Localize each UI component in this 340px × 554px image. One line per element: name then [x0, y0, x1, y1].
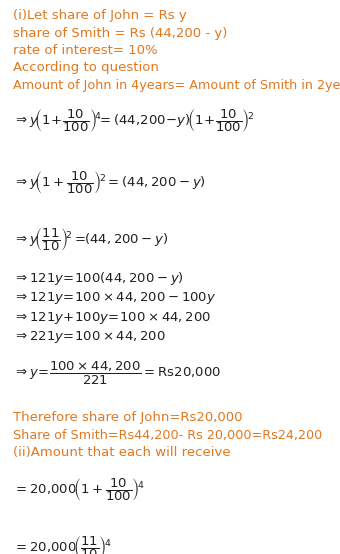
Text: $= 20{,}000\!\left(1+\dfrac{10}{100}\right)^{\!4}$: $= 20{,}000\!\left(1+\dfrac{10}{100}\rig…	[13, 476, 145, 504]
Text: $\Rightarrow 221y\!=\!100\times 44,200$: $\Rightarrow 221y\!=\!100\times 44,200$	[13, 330, 166, 345]
Text: rate of interest= 10%: rate of interest= 10%	[13, 44, 158, 57]
Text: Amount of John in 4years= Amount of Smith in 2years: Amount of John in 4years= Amount of Smit…	[13, 79, 340, 92]
Text: share of Smith = Rs (44,200 - y): share of Smith = Rs (44,200 - y)	[13, 27, 227, 39]
Text: $\Rightarrow 121y\!+\!100y\!=\!100\times 44,200$: $\Rightarrow 121y\!+\!100y\!=\!100\times…	[13, 310, 211, 326]
Text: (ii)Amount that each will receive: (ii)Amount that each will receive	[13, 447, 231, 459]
Text: Therefore share of John=Rs20,000: Therefore share of John=Rs20,000	[13, 412, 242, 424]
Text: $\Rightarrow y\!=\!\dfrac{100\times 44,200}{221} = \mathrm{Rs}20{,}000$: $\Rightarrow y\!=\!\dfrac{100\times 44,2…	[13, 360, 221, 387]
Text: $\Rightarrow y\!\left(\dfrac{11}{10}\right)^{\!2} =\!\!(44,200-y)$: $\Rightarrow y\!\left(\dfrac{11}{10}\rig…	[13, 226, 168, 253]
Text: $= 20{,}000\!\left(\dfrac{11}{10}\right)^{\!4}$: $= 20{,}000\!\left(\dfrac{11}{10}\right)…	[13, 535, 112, 554]
Text: Share of Smith=Rs44,200- Rs 20,000=Rs24,200: Share of Smith=Rs44,200- Rs 20,000=Rs24,…	[13, 429, 322, 442]
Text: (i)Let share of John = Rs y: (i)Let share of John = Rs y	[13, 9, 187, 22]
Text: According to question: According to question	[13, 61, 159, 74]
Text: $\Rightarrow y\!\left(1+\dfrac{10}{100}\right)^{\!2} = (44,200-y)$: $\Rightarrow y\!\left(1+\dfrac{10}{100}\…	[13, 169, 206, 196]
Text: $\Rightarrow 121y\!=\!100(44,200-y)$: $\Rightarrow 121y\!=\!100(44,200-y)$	[13, 270, 184, 287]
Text: $\Rightarrow 121y\!=\!100\times 44,200-100y$: $\Rightarrow 121y\!=\!100\times 44,200-1…	[13, 290, 216, 306]
Text: $\Rightarrow y\!\left(1\!+\!\dfrac{10}{100}\right)^{\!4}\!\!= (44,\!200\!-\!y)\!: $\Rightarrow y\!\left(1\!+\!\dfrac{10}{1…	[13, 107, 255, 134]
